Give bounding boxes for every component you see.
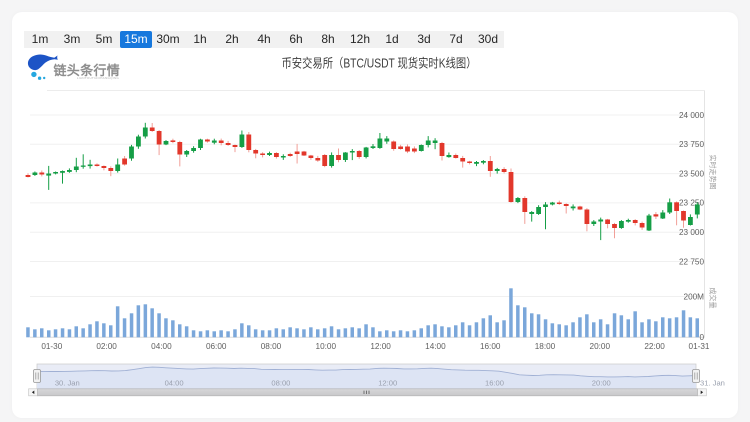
svg-text:31. Jan: 31. Jan bbox=[700, 378, 725, 387]
svg-text:04:00: 04:00 bbox=[165, 378, 184, 387]
svg-text:02:00: 02:00 bbox=[96, 342, 117, 351]
svg-text:16:00: 16:00 bbox=[480, 342, 501, 351]
svg-text:14:00: 14:00 bbox=[425, 342, 446, 351]
svg-text:实时走势图: 实时走势图 bbox=[709, 155, 718, 190]
svg-text:链头条行情: 链头条行情 bbox=[53, 63, 121, 78]
svg-text:0: 0 bbox=[699, 333, 704, 342]
svg-text:23 750: 23 750 bbox=[679, 140, 704, 149]
svg-text:23 250: 23 250 bbox=[679, 199, 704, 208]
svg-text:22:00: 22:00 bbox=[644, 342, 665, 351]
svg-text:成交量: 成交量 bbox=[709, 288, 718, 309]
svg-text:24 000: 24 000 bbox=[679, 111, 704, 120]
svg-text:200M: 200M bbox=[684, 292, 705, 301]
svg-text:20:00: 20:00 bbox=[590, 342, 611, 351]
svg-text:10:00: 10:00 bbox=[316, 342, 337, 351]
svg-text:23 000: 23 000 bbox=[679, 228, 704, 237]
svg-text:20:00: 20:00 bbox=[592, 378, 611, 387]
svg-text:01-31: 01-31 bbox=[689, 342, 710, 351]
svg-text:06:00: 06:00 bbox=[206, 342, 227, 351]
svg-text:01-30: 01-30 bbox=[41, 342, 62, 351]
svg-text:12:00: 12:00 bbox=[370, 342, 391, 351]
svg-text:08:00: 08:00 bbox=[271, 378, 290, 387]
svg-text:18:00: 18:00 bbox=[535, 342, 556, 351]
svg-text:30. Jan: 30. Jan bbox=[55, 378, 80, 387]
svg-text:08:00: 08:00 bbox=[261, 342, 282, 351]
svg-text:22 750: 22 750 bbox=[679, 257, 704, 266]
svg-text:币安交易所（BTC/USDT 现货实时K线图）: 币安交易所（BTC/USDT 现货实时K线图） bbox=[282, 56, 477, 71]
svg-text:12:00: 12:00 bbox=[378, 378, 397, 387]
svg-text:04:00: 04:00 bbox=[151, 342, 172, 351]
svg-text:16:00: 16:00 bbox=[485, 378, 504, 387]
svg-text:23 500: 23 500 bbox=[679, 169, 704, 178]
svg-text:LIANTOUTIAOHANGQING: LIANTOUTIAOHANGQING bbox=[77, 76, 120, 80]
